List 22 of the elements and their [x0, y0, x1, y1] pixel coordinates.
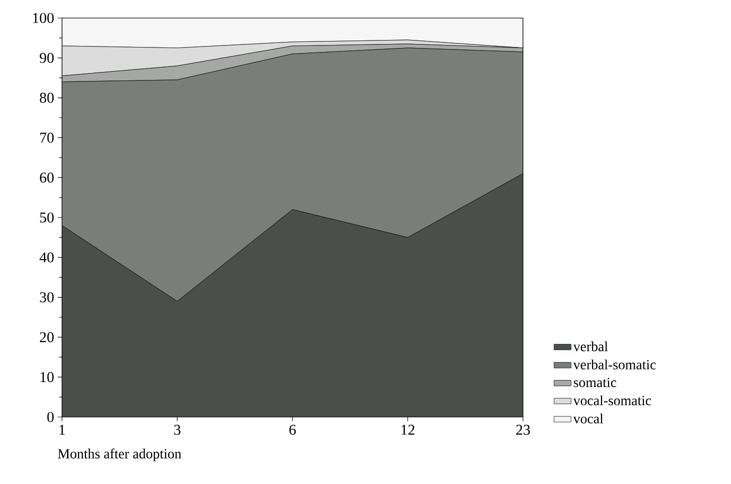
- y-tick-label: 20: [40, 332, 54, 342]
- y-tick-label: 60: [40, 172, 54, 183]
- x-axis-title: Months after adoption: [58, 448, 182, 462]
- y-tick-label: 30: [40, 292, 54, 302]
- y-tick-label: 0: [47, 412, 54, 422]
- legend-label: vocal: [573, 414, 604, 424]
- legend-label: somatic: [574, 378, 616, 388]
- legend-label: vocal-somatic: [573, 395, 652, 406]
- y-tick-label: 50: [40, 212, 54, 223]
- y-tick-label: 100: [33, 12, 54, 24]
- x-tick-label: 12: [402, 424, 414, 435]
- x-tick-label: 6: [289, 424, 296, 435]
- y-tick-label: 80: [40, 92, 54, 103]
- legend-label: verbal-somatic: [573, 360, 656, 370]
- y-tick-label: 70: [40, 132, 54, 143]
- x-tick-label: 23: [516, 424, 530, 435]
- y-tick-label: 90: [40, 52, 54, 63]
- legend-label: verbal: [573, 341, 608, 352]
- y-tick-label: 40: [40, 252, 54, 262]
- y-tick-label: 10: [40, 372, 54, 382]
- x-tick-label: 3: [174, 424, 180, 435]
- x-tick-label: 1: [60, 424, 65, 435]
